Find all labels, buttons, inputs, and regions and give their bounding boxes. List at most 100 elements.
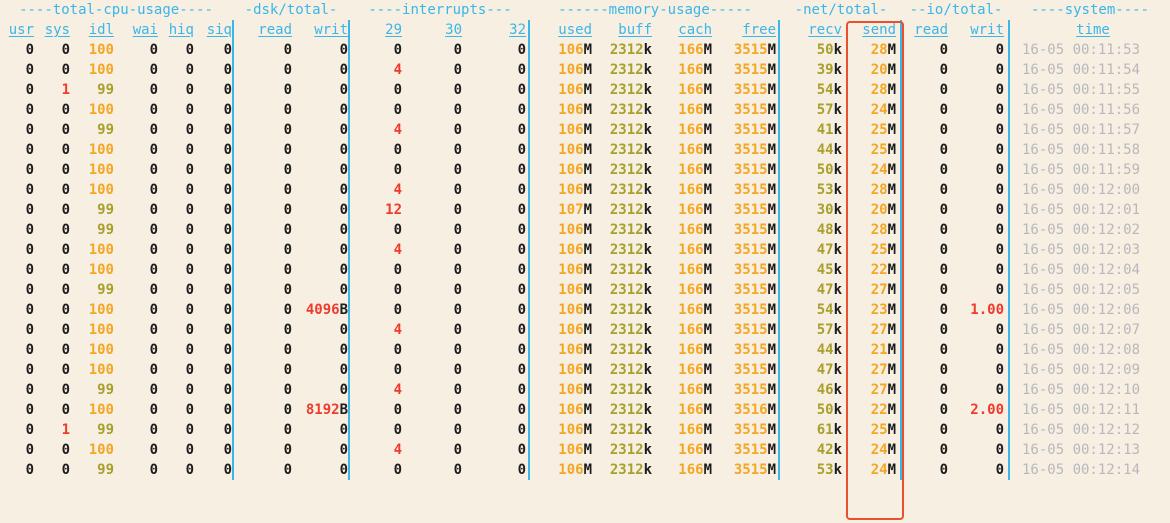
- cell-send: 27M: [842, 320, 896, 340]
- cell-buff: 2312k: [592, 400, 652, 420]
- cell-i32: 0: [517, 422, 526, 438]
- value-number: 166: [678, 382, 704, 398]
- value-unit: M: [887, 142, 896, 158]
- value-number: 57: [816, 322, 834, 338]
- value-number: 2312: [609, 222, 644, 238]
- cell-writ: 0: [339, 162, 348, 178]
- column-header-row: usr sys idl wai hiq siq read writ 29 30 32 used buff…: [0, 20, 1170, 40]
- column-header-read: read: [258, 22, 292, 38]
- data-row: 0 0 100 0 0 0 0 0 4 0 0 106M 2312k 166M 3515M 42k 24M 0 0 1…: [0, 440, 1170, 460]
- value-unit: M: [703, 242, 712, 258]
- cell-ioread: 0: [939, 422, 948, 438]
- cell-i29: 0: [393, 342, 402, 358]
- cell-wai: 0: [149, 142, 158, 158]
- cell-time: 16-05 00:12:05: [1022, 282, 1141, 298]
- cell-i29: 4: [393, 322, 402, 338]
- cell-ioread: 0: [939, 102, 948, 118]
- cell-iowrit: 0: [995, 462, 1004, 478]
- column-separator: [1008, 180, 1010, 200]
- value-number: 53: [816, 182, 834, 198]
- cell-siq: 0: [223, 402, 232, 418]
- value-number: 3515: [733, 362, 768, 378]
- cell-recv: 30k: [778, 200, 842, 220]
- cell-time: 16-05 00:11:55: [1022, 82, 1141, 98]
- cell-recv: 57k: [778, 100, 842, 120]
- cell-wai: 0: [149, 402, 158, 418]
- value-number: 2312: [609, 122, 644, 138]
- value-unit: k: [643, 262, 652, 278]
- cell-i32: 0: [517, 62, 526, 78]
- column-separator: [1008, 120, 1010, 140]
- cell-iowrit: 0: [995, 262, 1004, 278]
- cell-recv: 53k: [778, 460, 842, 480]
- value-number: 166: [678, 182, 704, 198]
- cell-buff: 2312k: [592, 180, 652, 200]
- cell-cach: 166M: [652, 80, 712, 100]
- column-separator: [232, 60, 234, 80]
- cell-sys: 0: [61, 442, 70, 458]
- value-unit: M: [703, 382, 712, 398]
- cell-cach: 166M: [652, 180, 712, 200]
- value-number: 106: [558, 442, 584, 458]
- cell-hiq: 0: [185, 382, 194, 398]
- cell-usr: 0: [25, 362, 34, 378]
- value-unit: M: [767, 282, 776, 298]
- data-row: 0 0 100 0 0 0 0 0 0 0 0 106M 2312k 166M 3515M 57k 24M 0 0 1…: [0, 100, 1170, 120]
- cell-time: 16-05 00:11:53: [1022, 42, 1141, 58]
- cell-i29: 0: [393, 142, 402, 158]
- column-separator: [1008, 60, 1010, 80]
- column-header-hiq: hiq: [168, 22, 194, 38]
- cell-i30: 0: [453, 422, 462, 438]
- cell-hiq: 0: [185, 402, 194, 418]
- column-separator: [232, 140, 234, 160]
- cell-writ: 0: [339, 262, 348, 278]
- cell-siq: 0: [223, 422, 232, 438]
- value-unit: M: [767, 202, 776, 218]
- value-unit: M: [703, 122, 712, 138]
- value-number: 106: [558, 282, 584, 298]
- value-unit: M: [703, 402, 712, 418]
- cell-used: 106M: [538, 460, 592, 480]
- value-unit: M: [887, 462, 896, 478]
- data-row: 0 0 99 0 0 0 0 0 4 0 0 106M 2312k 166M 3515M 41k 25M 0 0 16…: [0, 120, 1170, 140]
- column-header-time: time: [1076, 22, 1110, 38]
- column-separator: [1008, 460, 1010, 480]
- column-separator: [348, 200, 350, 220]
- cell-i30: 0: [453, 322, 462, 338]
- data-row: 0 0 100 0 0 0 0 0 4 0 0 106M 2312k 166M 3515M 47k 25M 0 0 1…: [0, 240, 1170, 260]
- value-unit: k: [643, 102, 652, 118]
- value-unit: M: [767, 182, 776, 198]
- column-separator: [232, 380, 234, 400]
- value-number: 3515: [733, 82, 768, 98]
- value-unit: M: [583, 422, 592, 438]
- column-separator: [348, 380, 350, 400]
- column-separator: [1008, 320, 1010, 340]
- cell-idl: 100: [88, 62, 114, 78]
- value-number: 3515: [733, 142, 768, 158]
- value-unit: k: [833, 62, 842, 78]
- value-number: 106: [558, 242, 584, 258]
- cell-i29: 0: [393, 42, 402, 58]
- cell-usr: 0: [25, 122, 34, 138]
- column-separator: [528, 340, 530, 360]
- cell-time: 16-05 00:11:56: [1022, 102, 1141, 118]
- send-column-highlight: [846, 21, 904, 520]
- cell-buff: 2312k: [592, 440, 652, 460]
- cell-recv: 47k: [778, 240, 842, 260]
- value-number: 166: [678, 162, 704, 178]
- cell-hiq: 0: [185, 122, 194, 138]
- value-number: 166: [678, 42, 704, 58]
- column-separator: [232, 360, 234, 380]
- column-separator: [900, 60, 902, 80]
- cell-idl: 99: [97, 122, 114, 138]
- value-number: 3515: [733, 122, 768, 138]
- data-row: 0 0 100 0 0 0 0 8192B 0 0 0 106M 2312k 166M 3516M 50k 22…: [0, 400, 1170, 420]
- cell-read: 0: [283, 142, 292, 158]
- value-number: 3515: [733, 462, 768, 478]
- column-separator: [778, 440, 780, 460]
- cell-read: 0: [283, 462, 292, 478]
- value-number: 166: [678, 62, 704, 78]
- cell-time: 16-05 00:12:09: [1022, 362, 1141, 378]
- value-number: 8192: [305, 402, 340, 418]
- value-number: 25: [870, 242, 888, 258]
